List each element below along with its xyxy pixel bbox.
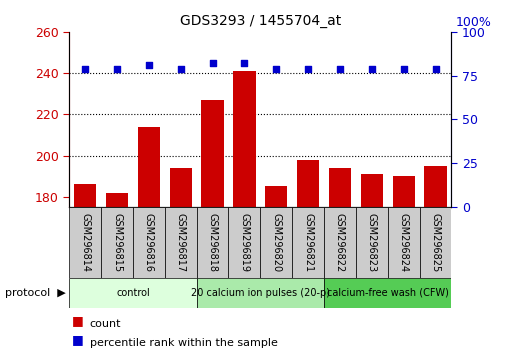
Bar — [165, 207, 196, 278]
Text: GSM296816: GSM296816 — [144, 213, 154, 272]
Bar — [356, 207, 388, 278]
Point — [176, 66, 185, 72]
Point — [304, 66, 312, 72]
Bar — [101, 207, 133, 278]
Text: GSM296824: GSM296824 — [399, 213, 409, 272]
Bar — [361, 174, 383, 207]
Bar — [233, 71, 255, 207]
Bar — [69, 207, 101, 278]
Text: 100%: 100% — [456, 16, 491, 29]
Bar — [324, 207, 356, 278]
Bar — [196, 278, 324, 308]
Bar — [265, 187, 287, 207]
Bar — [133, 207, 165, 278]
Bar — [292, 207, 324, 278]
Point — [400, 66, 408, 72]
Title: GDS3293 / 1455704_at: GDS3293 / 1455704_at — [180, 14, 341, 28]
Bar — [69, 278, 196, 308]
Point — [145, 62, 153, 68]
Point — [81, 66, 89, 72]
Text: calcium-free wash (CFW): calcium-free wash (CFW) — [327, 288, 449, 298]
Bar — [106, 193, 128, 207]
Bar — [74, 184, 96, 207]
Bar — [137, 127, 160, 207]
Text: percentile rank within the sample: percentile rank within the sample — [90, 338, 278, 348]
Bar — [297, 160, 319, 207]
Bar — [202, 100, 224, 207]
Point — [272, 66, 281, 72]
Bar — [261, 207, 292, 278]
Text: GSM296817: GSM296817 — [176, 213, 186, 272]
Bar — [392, 176, 415, 207]
Point — [431, 66, 440, 72]
Point — [240, 61, 248, 66]
Text: GSM296814: GSM296814 — [80, 213, 90, 272]
Bar — [170, 168, 192, 207]
Point — [208, 61, 216, 66]
Text: GSM296823: GSM296823 — [367, 213, 377, 272]
Bar — [228, 207, 261, 278]
Bar — [424, 166, 447, 207]
Text: count: count — [90, 319, 121, 329]
Bar — [196, 207, 228, 278]
Text: control: control — [116, 288, 150, 298]
Text: ■: ■ — [72, 333, 84, 346]
Point — [368, 66, 376, 72]
Text: GSM296820: GSM296820 — [271, 213, 281, 272]
Point — [113, 66, 121, 72]
Point — [336, 66, 344, 72]
Text: GSM296821: GSM296821 — [303, 213, 313, 272]
Text: protocol  ▶: protocol ▶ — [5, 288, 66, 298]
Text: ■: ■ — [72, 314, 84, 327]
Text: GSM296815: GSM296815 — [112, 213, 122, 272]
Text: GSM296825: GSM296825 — [430, 213, 441, 272]
Text: GSM296818: GSM296818 — [208, 213, 218, 272]
Bar — [324, 278, 451, 308]
Text: GSM296819: GSM296819 — [240, 213, 249, 272]
Text: GSM296822: GSM296822 — [335, 213, 345, 272]
Text: 20 calcium ion pulses (20-p): 20 calcium ion pulses (20-p) — [191, 288, 330, 298]
Bar — [388, 207, 420, 278]
Bar — [420, 207, 451, 278]
Bar — [329, 168, 351, 207]
